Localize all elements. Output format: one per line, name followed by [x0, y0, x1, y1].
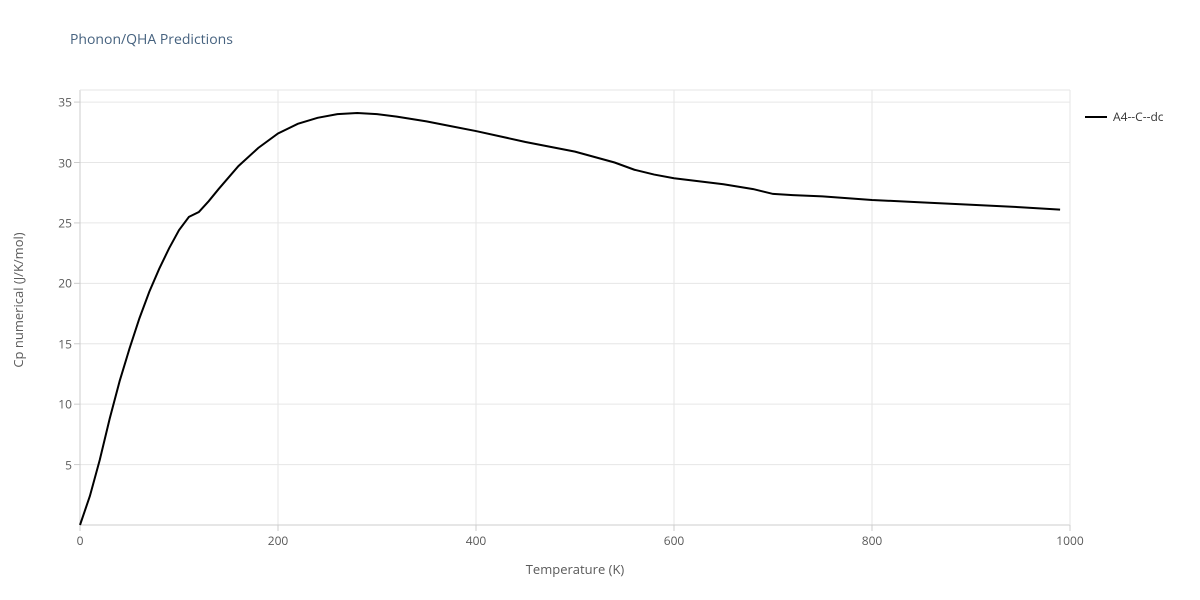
x-axis-label: Temperature (K) [526, 560, 625, 578]
y-axis-label: Cp numerical (J/K/mol) [9, 232, 27, 367]
x-tick-label: 0 [77, 532, 84, 549]
y-tick-label: 15 [32, 335, 72, 352]
tick-marks [74, 102, 1070, 531]
x-tick-label: 800 [862, 532, 883, 549]
y-tick-label: 30 [32, 154, 72, 171]
y-tick-label: 20 [32, 275, 72, 292]
y-tick-label: 35 [32, 94, 72, 111]
gridlines [80, 90, 1070, 525]
x-tick-label: 1000 [1056, 532, 1083, 549]
legend-item[interactable]: A4--C--dc [1085, 108, 1164, 125]
x-tick-label: 600 [664, 532, 685, 549]
chart-title: Phonon/QHA Predictions [70, 30, 233, 49]
y-tick-label: 25 [32, 214, 72, 231]
axis-lines [80, 90, 1070, 525]
x-tick-label: 200 [268, 532, 289, 549]
y-tick-label: 5 [32, 456, 72, 473]
legend-label: A4--C--dc [1113, 108, 1164, 125]
x-tick-label: 400 [466, 532, 487, 549]
legend-swatch-icon [1085, 116, 1107, 118]
y-tick-label: 10 [32, 396, 72, 413]
series-line[interactable] [80, 113, 1060, 525]
chart-plot-area[interactable] [80, 90, 1070, 525]
